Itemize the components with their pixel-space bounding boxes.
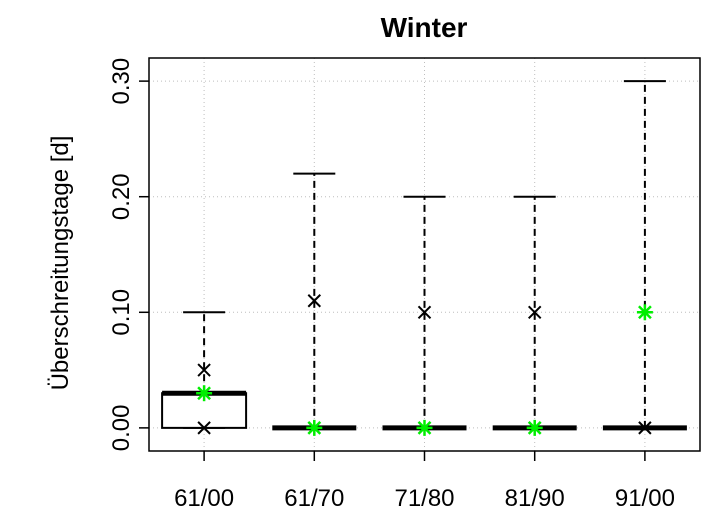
x-marker-stroke — [527, 305, 542, 320]
x-marker-stroke — [638, 421, 652, 435]
y-tick-label: 0.30 — [108, 58, 135, 105]
x-marker-stroke — [307, 294, 322, 308]
x-marker-stroke — [417, 305, 432, 320]
x-marker — [307, 294, 322, 308]
x-tick-label: 61/00 — [174, 485, 234, 512]
x-marker — [197, 421, 211, 435]
asterisk-stroke — [307, 420, 322, 435]
x-marker — [638, 421, 652, 435]
box-layer — [161, 80, 687, 431]
x-marker — [197, 363, 211, 377]
axes: 0.00 0.10 0.20 0.30 61/00 61/70 71/80 81/90 91/0… — [108, 57, 701, 512]
x-tick-label: 61/70 — [284, 485, 344, 512]
y-tick-label: 0.00 — [108, 405, 135, 452]
green-asterisk-marker — [306, 419, 323, 436]
green-asterisk-marker — [636, 304, 653, 321]
x-tick-label: 81/90 — [505, 485, 565, 512]
asterisk-stroke — [638, 305, 652, 320]
green-asterisk-marker — [196, 385, 213, 402]
x-marker — [417, 305, 432, 320]
asterisk-stroke — [417, 420, 432, 435]
x-marker — [527, 305, 542, 320]
x-marker-stroke — [197, 421, 211, 435]
x-tick-label: 91/00 — [615, 485, 675, 512]
asterisk-stroke — [527, 420, 542, 435]
green-asterisk-marker — [526, 419, 543, 436]
y-tick-label: 0.20 — [108, 173, 135, 220]
y-axis-label: Überschreitungstage [d] — [47, 136, 74, 391]
asterisk-stroke — [197, 386, 211, 401]
chart-title: Winter — [381, 12, 468, 43]
green-asterisk-marker — [416, 419, 433, 436]
x-tick-label: 71/80 — [394, 485, 454, 512]
x-marker-stroke — [197, 363, 211, 377]
y-tick-label: 0.10 — [108, 289, 135, 336]
marker-layer — [196, 294, 653, 436]
